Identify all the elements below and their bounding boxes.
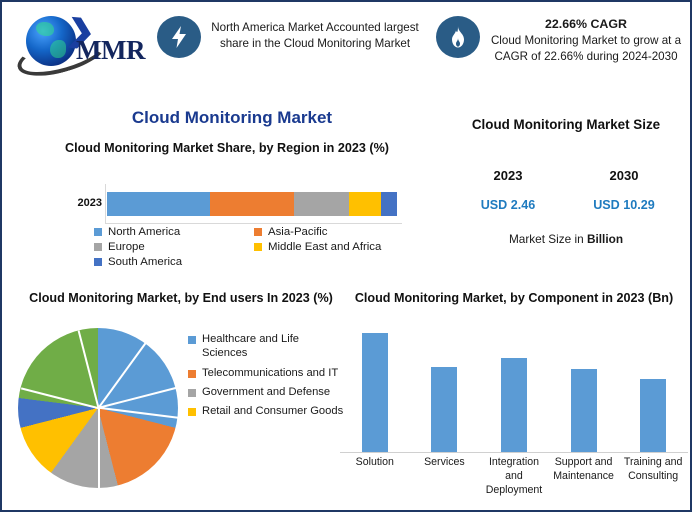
region-legend-item[interactable]: Middle East and Africa [254, 241, 414, 253]
component-bar-column [479, 324, 549, 452]
component-bar-column [549, 324, 619, 452]
header-band: ❯ MMR North America Market Accounted lar… [2, 2, 690, 88]
region-legend-label: Europe [108, 241, 145, 253]
region-segment[interactable] [107, 192, 210, 216]
pie-slice-divider [98, 408, 100, 488]
pie-legend-label: Healthcare and Life Sciences [202, 333, 300, 360]
component-x-label: Solution [355, 456, 394, 468]
market-size-panel: Cloud Monitoring Market Size 2023 2030 U… [442, 110, 690, 260]
legend-swatch-icon [94, 228, 102, 236]
market-size-values: USD 2.46 USD 10.29 [450, 198, 682, 212]
pie-legend-item[interactable]: Government and Defense [188, 385, 344, 399]
component-bar-column [618, 324, 688, 452]
component-x-label: Services [424, 456, 465, 468]
component-plot-area [340, 324, 688, 454]
region-legend-label: South America [108, 256, 183, 268]
component-bar[interactable] [500, 358, 527, 452]
region-chart-title: Cloud Monitoring Market Share, by Region… [65, 141, 389, 155]
region-row-label: 2023 [77, 197, 102, 209]
component-bar-chart: Cloud Monitoring Market, by Component in… [338, 290, 690, 508]
market-size-year-2030: 2030 [609, 168, 639, 183]
region-y-axis [105, 184, 106, 224]
market-size-unit-bold: Billion [586, 232, 624, 246]
pie-slice-divider [78, 330, 100, 409]
pie-slice-divider [98, 407, 179, 419]
legend-swatch-icon [188, 336, 196, 344]
component-bar[interactable] [361, 333, 388, 452]
component-x-label: Support and Maintenance [553, 456, 614, 482]
component-bar[interactable] [431, 366, 458, 452]
region-segment[interactable] [294, 192, 350, 216]
market-size-value-2030: USD 10.29 [593, 198, 655, 212]
component-bar[interactable] [640, 378, 667, 452]
component-x-labels: Solution Services Integration and Deployme… [340, 456, 688, 497]
pie-legend: Healthcare and Life Sciences Telecommunic… [188, 332, 344, 424]
north-america-note: North America Market Accounted largest s… [211, 21, 419, 50]
region-x-axis [105, 223, 402, 224]
component-chart-title: Cloud Monitoring Market, by Component in… [354, 291, 674, 305]
region-plot-area: 2023 [72, 184, 402, 224]
legend-swatch-icon [254, 243, 262, 251]
region-legend-item[interactable]: Asia-Pacific [254, 226, 414, 238]
market-size-unit-note: Market Size in Billion [450, 232, 682, 246]
page-title: Cloud Monitoring Market [131, 108, 333, 127]
region-stacked-bar[interactable] [107, 192, 397, 216]
component-bar-column [340, 324, 410, 452]
legend-swatch-icon [188, 369, 196, 378]
pie-legend-label: Government and Defense [202, 385, 331, 398]
pie-chart-title: Cloud Monitoring Market, by End users In… [29, 291, 333, 305]
pie-legend-item[interactable]: Telecommunications and IT [188, 366, 344, 380]
pie-legend-item[interactable]: Retail and Consumer Goods [188, 404, 344, 418]
lightning-bolt-icon [157, 16, 201, 58]
region-legend: North America Asia-Pacific Europe Middle Ea… [94, 226, 414, 271]
market-size-unit-prefix: Market Size in [508, 232, 587, 246]
region-segment[interactable] [349, 192, 382, 216]
pie-legend-label: Telecommunications and IT [202, 366, 339, 379]
legend-swatch-icon [188, 388, 196, 397]
region-share-chart: Cloud Monitoring Market Share, by Region… [32, 140, 432, 282]
region-legend-item[interactable]: North America [94, 226, 254, 238]
pie-legend-label: Retail and Consumer Goods [202, 405, 344, 418]
mmr-logo[interactable]: ❯ MMR [12, 8, 152, 85]
region-legend-item[interactable]: South America [94, 256, 254, 268]
region-legend-item[interactable]: Europe [94, 241, 254, 253]
cagr-note-block: 22.66% CAGR Cloud Monitoring Market to g… [488, 16, 684, 65]
component-x-label: Integration and Deployment [485, 456, 543, 496]
component-bar[interactable] [570, 369, 597, 452]
component-bars [340, 324, 688, 452]
market-size-years: 2023 2030 [450, 168, 682, 183]
component-x-axis [340, 452, 688, 453]
legend-swatch-icon [188, 408, 196, 417]
cagr-description: Cloud Monitoring Market to grow at a CAG… [490, 34, 682, 64]
pie-slice-divider [98, 342, 147, 409]
component-x-label: Training and Consulting [623, 456, 683, 482]
legend-swatch-icon [254, 228, 262, 236]
market-size-year-2023: 2023 [493, 168, 523, 183]
pie-slice-divider [21, 387, 99, 409]
component-bar-column [410, 324, 480, 452]
region-legend-label: Middle East and Africa [268, 241, 382, 253]
logo-wordmark: MMR [76, 35, 145, 65]
globe-icon [26, 16, 76, 66]
legend-swatch-icon [94, 258, 102, 266]
end-users-pie-chart: Cloud Monitoring Market, by End users In… [16, 290, 346, 508]
region-legend-label: Asia-Pacific [268, 226, 328, 238]
pie-legend-item[interactable]: Healthcare and Life Sciences [188, 332, 344, 361]
cagr-headline: 22.66% CAGR [545, 17, 627, 31]
market-size-value-2023: USD 2.46 [480, 198, 536, 212]
region-segment[interactable] [381, 192, 397, 216]
flame-icon [436, 16, 480, 58]
market-size-title: Cloud Monitoring Market Size [471, 117, 661, 132]
region-legend-label: North America [108, 226, 181, 238]
legend-swatch-icon [94, 243, 102, 251]
pie-graphic[interactable] [18, 328, 179, 488]
region-segment[interactable] [209, 192, 295, 216]
